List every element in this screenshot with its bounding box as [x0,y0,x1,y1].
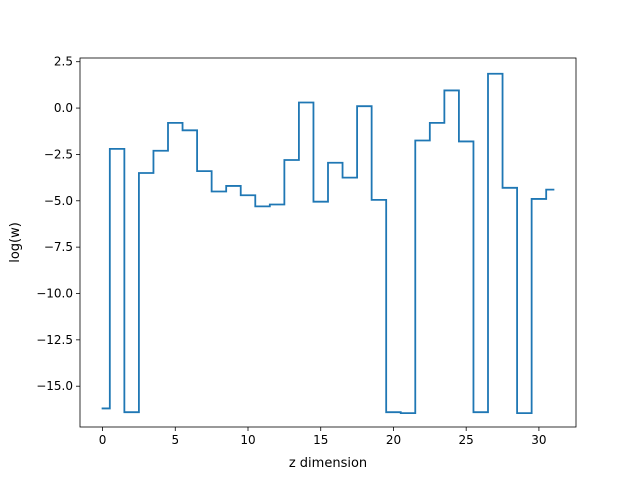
y-tick-label: −5.0 [44,194,73,208]
y-tick-label: −2.5 [44,147,73,161]
x-tick-label: 0 [99,433,107,447]
y-axis-label: log(w) [8,222,23,263]
y-tick-label: −10.0 [36,286,73,300]
axes-frame [79,57,577,428]
y-axis-ticks: 2.5 0.0 −2.5 −5.0 −7.5 −10.0 −12.5 −15.0 [36,55,80,393]
plot-content [101,72,555,414]
y-tick-label: 0.0 [54,101,73,115]
y-tick-label: −15.0 [36,379,73,393]
x-axis-label: z dimension [289,456,367,471]
x-tick-label: 25 [459,433,474,447]
x-tick-label: 30 [531,433,546,447]
x-axis-ticks: 0 5 10 15 20 25 30 [99,427,547,447]
y-tick-label: 2.5 [54,55,73,69]
x-tick-label: 5 [171,433,179,447]
series-step-line [101,72,555,414]
y-tick-label: −12.5 [36,333,73,347]
x-tick-label: 15 [313,433,328,447]
y-tick-label: −7.5 [44,240,73,254]
x-tick-label: 20 [386,433,401,447]
x-tick-label: 10 [240,433,255,447]
plot-area [80,58,576,427]
